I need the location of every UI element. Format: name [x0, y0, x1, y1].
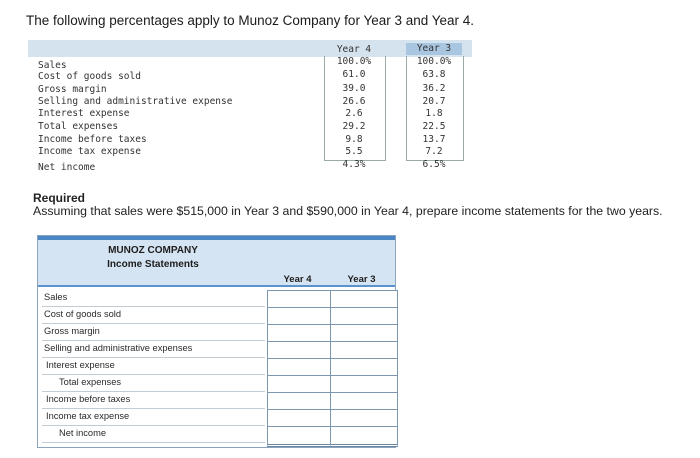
- pct-year3-value: 20.7: [422, 96, 446, 107]
- pct-row-label: Total expenses: [38, 121, 119, 132]
- pct-year3-value: 22.5: [422, 121, 446, 132]
- cogs-year3-input[interactable]: [330, 307, 398, 326]
- row-label-cell: Interest expense: [42, 358, 265, 375]
- row-label-cell: Cost of goods sold: [42, 307, 265, 324]
- row-label: Gross margin: [44, 326, 100, 336]
- gross-margin-year3-input[interactable]: [330, 324, 398, 343]
- row-label-cell: Net income: [42, 426, 265, 443]
- pct-year4-value: 61.0: [342, 69, 366, 80]
- interest-year4-input[interactable]: [267, 358, 334, 377]
- pct-year3-value: 100.0%: [416, 56, 452, 67]
- sales-year4-input[interactable]: [267, 290, 334, 309]
- pct-row-label: Interest expense: [38, 108, 130, 119]
- pct-row-label: Gross margin: [38, 84, 107, 95]
- row-label-cell: Selling and administrative expenses: [42, 341, 265, 358]
- pct-year3-value: 36.2: [422, 83, 446, 94]
- pct-year4-value: 100.0%: [336, 56, 372, 67]
- net-income-year3-input[interactable]: [330, 426, 398, 447]
- row-label-cell: Gross margin: [42, 324, 265, 341]
- pct-year3-value: 13.7: [422, 134, 446, 145]
- pct-row-income-tax: Income tax expense 5.5 7.2: [28, 146, 472, 158]
- statement-row-income-before-taxes: Income before taxes: [38, 392, 398, 411]
- row-label-cell: Sales: [42, 290, 265, 307]
- statement-row-net-income: Net income: [38, 426, 398, 447]
- header-separator: [38, 285, 395, 287]
- pct-row-cogs: Cost of goods sold 61.0 63.8: [28, 69, 472, 83]
- pct-row-income-before-taxes: Income before taxes 9.8 13.7: [28, 134, 472, 146]
- row-label: Total expenses: [59, 377, 122, 387]
- net-income-year4-input[interactable]: [267, 426, 334, 447]
- pct-row-selling-admin: Selling and administrative expense 26.6 …: [28, 96, 472, 108]
- row-label: Interest expense: [46, 360, 115, 370]
- row-label: Income before taxes: [46, 394, 131, 404]
- income-tax-year3-input[interactable]: [330, 409, 398, 428]
- selling-admin-year4-input[interactable]: [267, 341, 334, 360]
- pct-year4-value: 29.2: [342, 121, 366, 132]
- percentage-table: Year 4 Year 3 Sales 100.0% 100.0% Cost o…: [28, 40, 472, 180]
- pct-year3-value: 7.2: [425, 146, 443, 157]
- percentage-table-header-band: [28, 40, 472, 57]
- pct-year3-value: 63.8: [422, 69, 446, 80]
- statement-header-bar: [38, 236, 395, 240]
- statement-row-total-expenses: Total expenses: [38, 375, 398, 394]
- pct-year4-value: 5.5: [345, 146, 363, 157]
- pct-year4-value: 39.0: [342, 83, 366, 94]
- income-before-taxes-year4-input[interactable]: [267, 392, 334, 411]
- income-statement-table: MUNOZ COMPANY Income Statements Year 4 Y…: [37, 235, 398, 448]
- year3-column-frame: [406, 56, 464, 161]
- pct-row-label: Income tax expense: [38, 146, 141, 157]
- percentage-year3-header: Year 3: [406, 43, 462, 55]
- pct-row-label: Selling and administrative expense: [38, 96, 233, 107]
- total-expenses-year4-input[interactable]: [267, 375, 334, 394]
- year3-column-header: Year 3: [347, 274, 376, 285]
- percentage-year4-header: Year 4: [336, 44, 372, 55]
- statement-title: Income Statements: [107, 259, 199, 270]
- row-label-cell: Total expenses: [42, 375, 265, 392]
- pct-year4-value: 2.6: [345, 108, 363, 119]
- year4-column-frame: [324, 56, 386, 161]
- pct-year3-value: 6.5%: [422, 159, 446, 170]
- row-label-cell: Income tax expense: [42, 409, 265, 426]
- pct-year3-value: 1.8: [425, 108, 443, 119]
- statement-header: [38, 236, 395, 285]
- pct-row-sales: Sales 100.0% 100.0%: [28, 56, 472, 72]
- statement-row-sales: Sales: [38, 290, 398, 309]
- row-label: Cost of goods sold: [44, 309, 122, 319]
- row-label: Sales: [44, 292, 68, 302]
- instruction-text: Assuming that sales were $515,000 in Yea…: [33, 204, 663, 218]
- pct-row-label: Cost of goods sold: [38, 71, 141, 82]
- problem-intro-text: The following percentages apply to Munoz…: [26, 13, 475, 28]
- pct-row-total-expenses: Total expenses 29.2 22.5: [28, 121, 472, 133]
- row-label: Income tax expense: [46, 411, 130, 421]
- pct-year4-value: 4.3%: [342, 159, 366, 170]
- statement-row-gross-margin: Gross margin: [38, 324, 398, 343]
- statement-row-selling-admin: Selling and administrative expenses: [38, 341, 398, 360]
- statement-row-cogs: Cost of goods sold: [38, 307, 398, 326]
- row-label: Selling and administrative expenses: [44, 343, 193, 353]
- pct-row-gross-margin: Gross margin 39.0 36.2: [28, 83, 472, 96]
- company-name: MUNOZ COMPANY: [108, 245, 198, 256]
- statement-row-income-tax: Income tax expense: [38, 409, 398, 428]
- pct-row-net-income: Net income 4.3% 6.5%: [28, 159, 472, 174]
- statement-row-interest: Interest expense: [38, 358, 398, 377]
- pct-year4-value: 9.8: [345, 134, 363, 145]
- row-label: Net income: [59, 428, 107, 438]
- pct-row-label: Income before taxes: [38, 134, 147, 145]
- pct-row-label: Net income: [38, 162, 96, 173]
- pct-year4-value: 26.6: [342, 96, 366, 107]
- row-label-cell: Income before taxes: [42, 392, 265, 409]
- required-heading: Required: [33, 191, 86, 205]
- year4-column-header: Year 4: [283, 274, 312, 285]
- pct-row-interest: Interest expense 2.6 1.8: [28, 108, 472, 120]
- pct-row-label: Sales: [38, 60, 67, 71]
